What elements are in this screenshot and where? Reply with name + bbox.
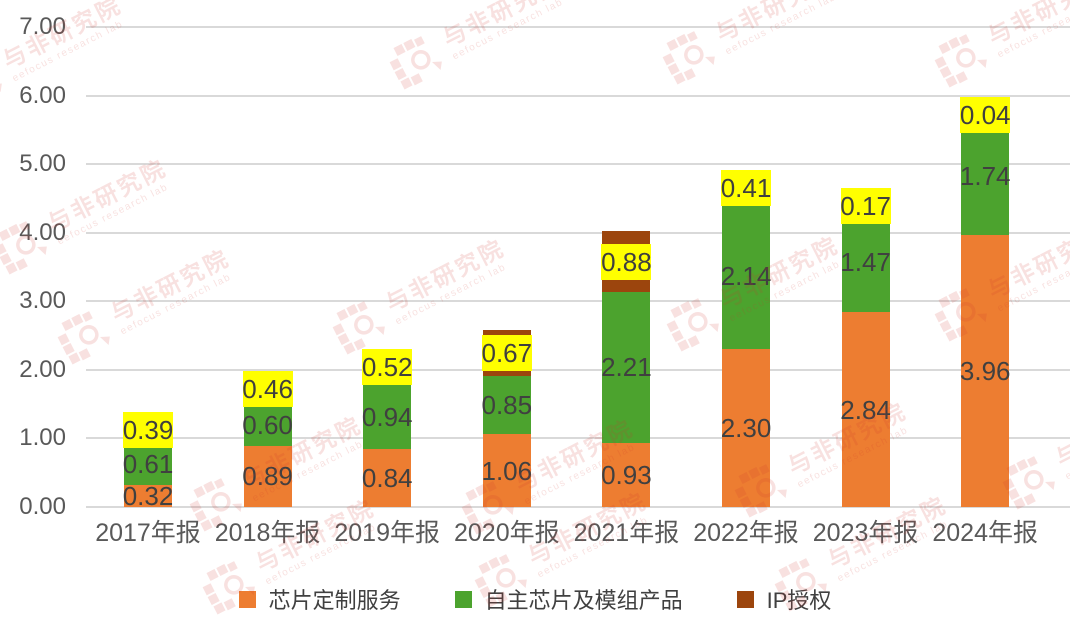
- gridline: [86, 231, 1070, 234]
- gridline: [86, 26, 1070, 28]
- bar-value-label: 0.04: [960, 96, 1011, 133]
- bar-value-label: 1.06: [481, 455, 533, 486]
- watermark: 与非研究院 eefocus research lab: [385, 0, 574, 93]
- watermark-brand-text: 与非研究院: [381, 234, 510, 317]
- bar-value-label: 2.21: [601, 352, 652, 383]
- x-axis-label: 2018年报: [214, 519, 321, 547]
- bar-value-label: 0.60: [242, 410, 293, 441]
- bar-segment-芯片定制服务-2018年报: [243, 445, 292, 507]
- bar-segment-芯片定制服务-2023年报: [841, 312, 890, 507]
- bar-value-label: 3.96: [959, 356, 1011, 387]
- x-axis-label: 2022年报: [693, 519, 799, 547]
- gridline: [86, 368, 1070, 371]
- bar-value-label: 0.84: [361, 463, 413, 494]
- y-tick-label: 1.00: [19, 424, 66, 452]
- bar-segment-自主芯片及模组产品-2023年报: [841, 211, 890, 313]
- legend-swatch-icon: [736, 590, 754, 608]
- legend-item-IP授权: IP授权: [736, 583, 832, 615]
- y-tick-label: 7.00: [19, 13, 66, 40]
- bar-value-label: 0.85: [481, 390, 533, 421]
- y-tick-label: 0.00: [19, 493, 66, 520]
- legend-label: 芯片定制服务: [268, 588, 401, 613]
- bar-value-label: 0.88: [601, 243, 652, 280]
- bar-segment-自主芯片及模组产品-2021年报: [602, 291, 651, 444]
- y-tick-label: 2.00: [19, 355, 66, 383]
- x-axis-label: 2024年报: [932, 519, 1038, 547]
- bar-value-label: 0.39: [123, 411, 173, 448]
- bar-segment-自主芯片及模组产品-2017年报: [124, 443, 172, 486]
- watermark-subtitle-text: eefocus research lab: [55, 181, 171, 248]
- bar-segment-自主芯片及模组产品-2020年报: [482, 376, 531, 435]
- bar-segment-芯片定制服务-2024年报: [961, 235, 1010, 507]
- watermark-subtitle-text: eefocus research lab: [393, 261, 509, 328]
- eefocus-logo-icon: [662, 31, 715, 85]
- bar-value-label: 0.89: [242, 461, 293, 492]
- bar-value-label: 1.47: [840, 246, 891, 277]
- bar-value-label: 2.30: [720, 413, 772, 444]
- legend-item-芯片定制服务: 芯片定制服务: [238, 583, 401, 615]
- watermark: 与非研究院 eefocus research lab: [53, 242, 242, 369]
- gridline: [86, 437, 1070, 440]
- watermark: 与非研究院 eefocus research lab: [930, 0, 1070, 91]
- watermark-brand-text: 与非研究院: [983, 0, 1070, 50]
- gridline: [86, 300, 1070, 303]
- bar-value-label: 0.46: [242, 371, 293, 408]
- y-tick-label: 3.00: [19, 287, 66, 315]
- watermark-brand-text: 与非研究院: [106, 244, 235, 327]
- bar-value-label: 0.41: [721, 170, 771, 207]
- bar-value-label: 0.32: [122, 481, 174, 512]
- x-axis-label: 2021年报: [573, 519, 680, 547]
- watermark-brand-text: 与非研究院: [711, 0, 840, 47]
- legend-swatch-icon: [454, 590, 472, 608]
- bar-segment-芯片定制服务-2019年报: [363, 449, 412, 507]
- bar-segment-芯片定制服务-2017年报: [124, 485, 172, 507]
- x-axis-label: 2017年报: [95, 519, 201, 547]
- bar-value-label: 0.93: [601, 460, 652, 491]
- watermark-subtitle-text: eefocus research lab: [118, 271, 234, 338]
- eefocus-logo-icon: [389, 36, 442, 90]
- legend-swatch-icon: [238, 590, 256, 608]
- legend-label: IP授权: [766, 588, 832, 613]
- bar-value-label: 2.14: [720, 260, 772, 291]
- y-tick-label: 6.00: [19, 81, 66, 109]
- bar-segment-芯片定制服务-2020年报: [482, 434, 531, 507]
- y-tick-label: 4.00: [19, 218, 66, 246]
- gridline: [86, 506, 1070, 508]
- bar-value-label: 2.84: [840, 394, 891, 425]
- bar-segment-自主芯片及模组产品-2024年报: [961, 116, 1010, 236]
- watermark-brand-text: 与非研究院: [1051, 389, 1070, 472]
- gridline: [86, 94, 1070, 97]
- bar-value-label: 1.74: [959, 160, 1011, 191]
- bar-segment-自主芯片及模组产品-2018年报: [243, 404, 292, 446]
- bar-value-label: 0.67: [482, 335, 532, 372]
- legend-label: 自主芯片及模组产品: [484, 588, 683, 613]
- bar-value-label: 0.94: [361, 402, 413, 433]
- watermark-subtitle-text: eefocus research lab: [1063, 417, 1070, 483]
- watermark: 与非研究院 eefocus research lab: [658, 0, 847, 88]
- x-axis-label: 2023年报: [812, 519, 919, 547]
- bar-segment-芯片定制服务-2022年报: [722, 349, 770, 507]
- bar-value-label: 0.52: [362, 349, 413, 386]
- x-axis-label: 2020年报: [453, 519, 560, 547]
- legend-item-自主芯片及模组产品: 自主芯片及模组产品: [454, 583, 683, 615]
- bar-segment-自主芯片及模组产品-2019年报: [363, 384, 412, 450]
- gridline: [86, 163, 1070, 166]
- bar-value-label: 0.61: [122, 449, 174, 480]
- eefocus-logo-icon: [934, 34, 987, 88]
- legend: 芯片定制服务 自主芯片及模组产品 IP授权: [0, 583, 1070, 615]
- bar-segment-自主芯片及模组产品-2022年报: [722, 202, 770, 350]
- x-axis-label: 2019年报: [334, 519, 440, 547]
- bar-value-label: 0.17: [840, 187, 891, 224]
- watermark-subtitle-text: eefocus research lab: [723, 0, 839, 58]
- watermark-subtitle-text: eefocus research lab: [450, 0, 566, 63]
- bar-segment-芯片定制服务-2021年报: [602, 443, 651, 507]
- y-tick-label: 5.00: [19, 150, 66, 178]
- watermark-subtitle-text: eefocus research lab: [995, 0, 1070, 61]
